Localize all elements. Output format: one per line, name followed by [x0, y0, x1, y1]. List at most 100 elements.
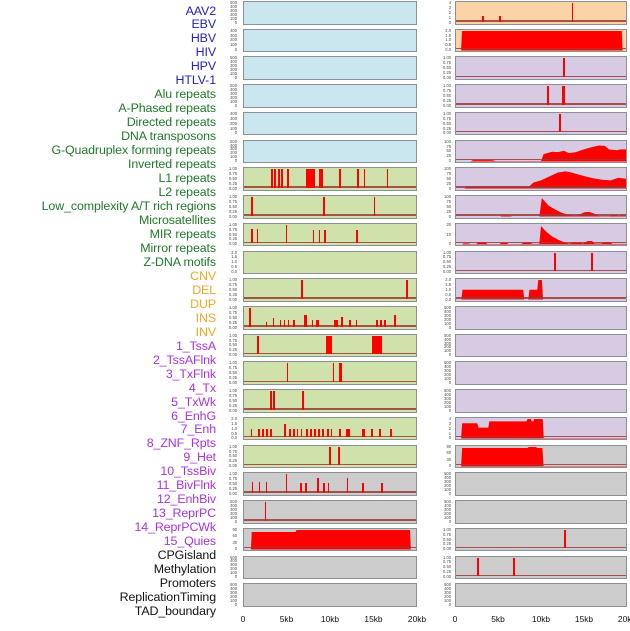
track-baseline [456, 158, 626, 161]
track-panel-a-phased-repeats[interactable] [243, 195, 417, 219]
track-label-dna-transposons[interactable]: DNA transposons [121, 129, 216, 144]
track-label-alu-repeats[interactable]: Alu repeats [154, 87, 216, 102]
track-label-14-reprpcwk[interactable]: 14_ReprPCWk [134, 520, 216, 535]
y-tick-label: 0.50 [229, 342, 237, 348]
track-label-11-bivflnk[interactable]: 11_BivFlnk [156, 478, 216, 493]
y-tick-label: 500 [230, 0, 237, 5]
track-label-hiv[interactable]: HIV [195, 45, 216, 60]
track-label-htlv-1[interactable]: HTLV-1 [175, 73, 217, 88]
track-label-dup[interactable]: DUP [190, 296, 216, 311]
track-plot-area [244, 557, 416, 579]
track-label-a-phased-repeats[interactable]: A-Phased repeats [118, 101, 216, 116]
track-panel-promoters[interactable] [243, 555, 417, 580]
track-label-8-znf-rpts[interactable]: 8_ZNF_Rpts [146, 436, 216, 451]
track-panel-l2-repeats[interactable] [243, 361, 417, 385]
track-panel-mir-repeats[interactable] [243, 444, 417, 469]
track-label-inv[interactable]: INV [195, 324, 216, 339]
track-panel-g-quadruplex-forming-repeats[interactable] [243, 278, 417, 302]
track-panel-z-dna-motifs[interactable] [243, 500, 417, 524]
data-bar [476, 557, 480, 577]
track-panel-low-complexity-a-t-rich-regions[interactable] [243, 389, 417, 413]
track-panel-hbv[interactable] [243, 56, 417, 80]
track-panel-15-quies[interactable] [455, 583, 627, 607]
data-bar [312, 230, 315, 244]
track-label-aav2[interactable]: AAV2 [185, 3, 216, 18]
track-label-cnv[interactable]: CNV [190, 268, 216, 283]
track-label-12-enhbiv[interactable]: 12_EnhBiv [156, 492, 216, 507]
track-label-inverted-repeats[interactable]: Inverted repeats [128, 157, 216, 172]
track-panel-3-txflnk[interactable] [455, 195, 627, 219]
track-panel-cpgisland[interactable] [243, 527, 417, 552]
track-label-hpv[interactable]: HPV [190, 59, 216, 74]
track-label-13-reprpc[interactable]: 13_ReprPC [152, 506, 216, 521]
track-panel-inverted-repeats[interactable] [243, 306, 417, 330]
track-label-cpgisland[interactable]: CPGisland [157, 548, 216, 563]
track-label-10-tssbiv[interactable]: 10_TssBiv [160, 464, 216, 479]
track-panel-10-tssbiv[interactable] [455, 389, 627, 413]
track-panel-hiv[interactable] [243, 84, 417, 108]
track-label-tad-boundary[interactable]: TAD_boundary [134, 604, 216, 619]
track-panel-ins[interactable] [455, 84, 627, 108]
track-label-ebv[interactable]: EBV [191, 17, 217, 32]
track-label-g-quadruplex-forming-repeats[interactable]: G-Quadruplex forming repeats [51, 143, 216, 158]
track-panel-hpv[interactable] [243, 111, 417, 136]
track-panel-mirror-repeats[interactable] [243, 472, 417, 496]
track-label-6-enhg[interactable]: 6_EnhG [171, 408, 216, 423]
track-plot-area [244, 473, 416, 495]
track-label-3-txflnk[interactable]: 3_TxFlnk [165, 366, 216, 381]
track-panel-13-reprpc[interactable] [455, 472, 627, 496]
track-panel-dup[interactable] [455, 56, 627, 80]
track-label-promoters[interactable]: Promoters [159, 576, 216, 591]
track-panel-5-txwk[interactable] [455, 250, 627, 275]
track-panel-11-bivflnk[interactable] [455, 416, 627, 441]
track-label-directed-repeats[interactable]: Directed repeats [126, 115, 216, 130]
track-label-4-tx[interactable]: 4_Tx [188, 380, 216, 395]
track-panel-14-reprpcwk[interactable] [455, 500, 627, 524]
track-panel-dna-transposons[interactable] [243, 250, 417, 275]
y-tick-label: 300 [444, 340, 451, 346]
track-panel-8-znf-rpts[interactable] [455, 333, 627, 358]
track-label-z-dna-motifs[interactable]: Z-DNA motifs [143, 254, 217, 269]
track-label-del[interactable]: DEL [192, 282, 216, 297]
track-panel-1-tssa[interactable] [455, 139, 627, 164]
track-label-15-quies[interactable]: 15_Quies [163, 534, 216, 549]
track-panel-aav2[interactable] [243, 1, 417, 25]
track-label-microsatellites[interactable]: Microsatellites [139, 212, 216, 227]
track-label-9-het[interactable]: 9_Het [183, 450, 216, 465]
track-panel-l1-repeats[interactable] [243, 333, 417, 358]
track-panel-alu-repeats[interactable] [243, 167, 417, 191]
track-panel-directed-repeats[interactable] [243, 222, 417, 247]
track-panel-7-enh[interactable] [455, 306, 627, 330]
track-label-hbv[interactable]: HBV [190, 31, 216, 46]
track-label-ins[interactable]: INS [195, 310, 216, 325]
track-panel-methylation[interactable] [455, 527, 627, 552]
track-label-7-enh[interactable]: 7_Enh [180, 422, 216, 437]
track-baseline [456, 297, 626, 299]
track-label-replicationtiming[interactable]: ReplicationTiming [119, 590, 216, 605]
track-panel-replicationtiming[interactable] [455, 555, 627, 580]
track-label-2-tssaflnk[interactable]: 2_TssAFlnk [152, 352, 216, 367]
track-panel-4-tx[interactable] [455, 222, 627, 247]
track-panel-2-tssaflnk[interactable] [455, 167, 627, 191]
y-tick-label: 0.5 [231, 264, 237, 270]
track-panel-tad-boundary[interactable] [243, 583, 417, 607]
y-tick-label: 0 [448, 241, 451, 247]
track-panel-ebv[interactable] [243, 28, 417, 53]
track-panel-del[interactable] [455, 28, 627, 53]
track-panel-6-enhg[interactable] [455, 278, 627, 302]
track-label-l2-repeats[interactable]: L2 repeats [158, 185, 216, 200]
track-label-methylation[interactable]: Methylation [153, 562, 216, 577]
track-label-l1-repeats[interactable]: L1 repeats [158, 171, 216, 186]
track-panel-inv[interactable] [455, 111, 627, 136]
track-label-low-complexity-a-t-rich-regions[interactable]: Low_complexity A/T rich regions [41, 199, 216, 214]
track-panel-cnv[interactable] [455, 1, 627, 25]
track-label-5-txwk[interactable]: 5_TxWk [171, 394, 216, 409]
track-panel-microsatellites[interactable] [243, 416, 417, 441]
track-label-1-tssa[interactable]: 1_TssA [175, 338, 216, 353]
track-panel-htlv-1[interactable] [243, 139, 417, 164]
data-bar [256, 228, 259, 244]
track-panel-9-het[interactable] [455, 361, 627, 385]
track-label-mirror-repeats[interactable]: Mirror repeats [140, 240, 216, 255]
track-label-mir-repeats[interactable]: MIR repeats [149, 226, 216, 241]
track-panel-12-enhbiv[interactable] [455, 444, 627, 469]
